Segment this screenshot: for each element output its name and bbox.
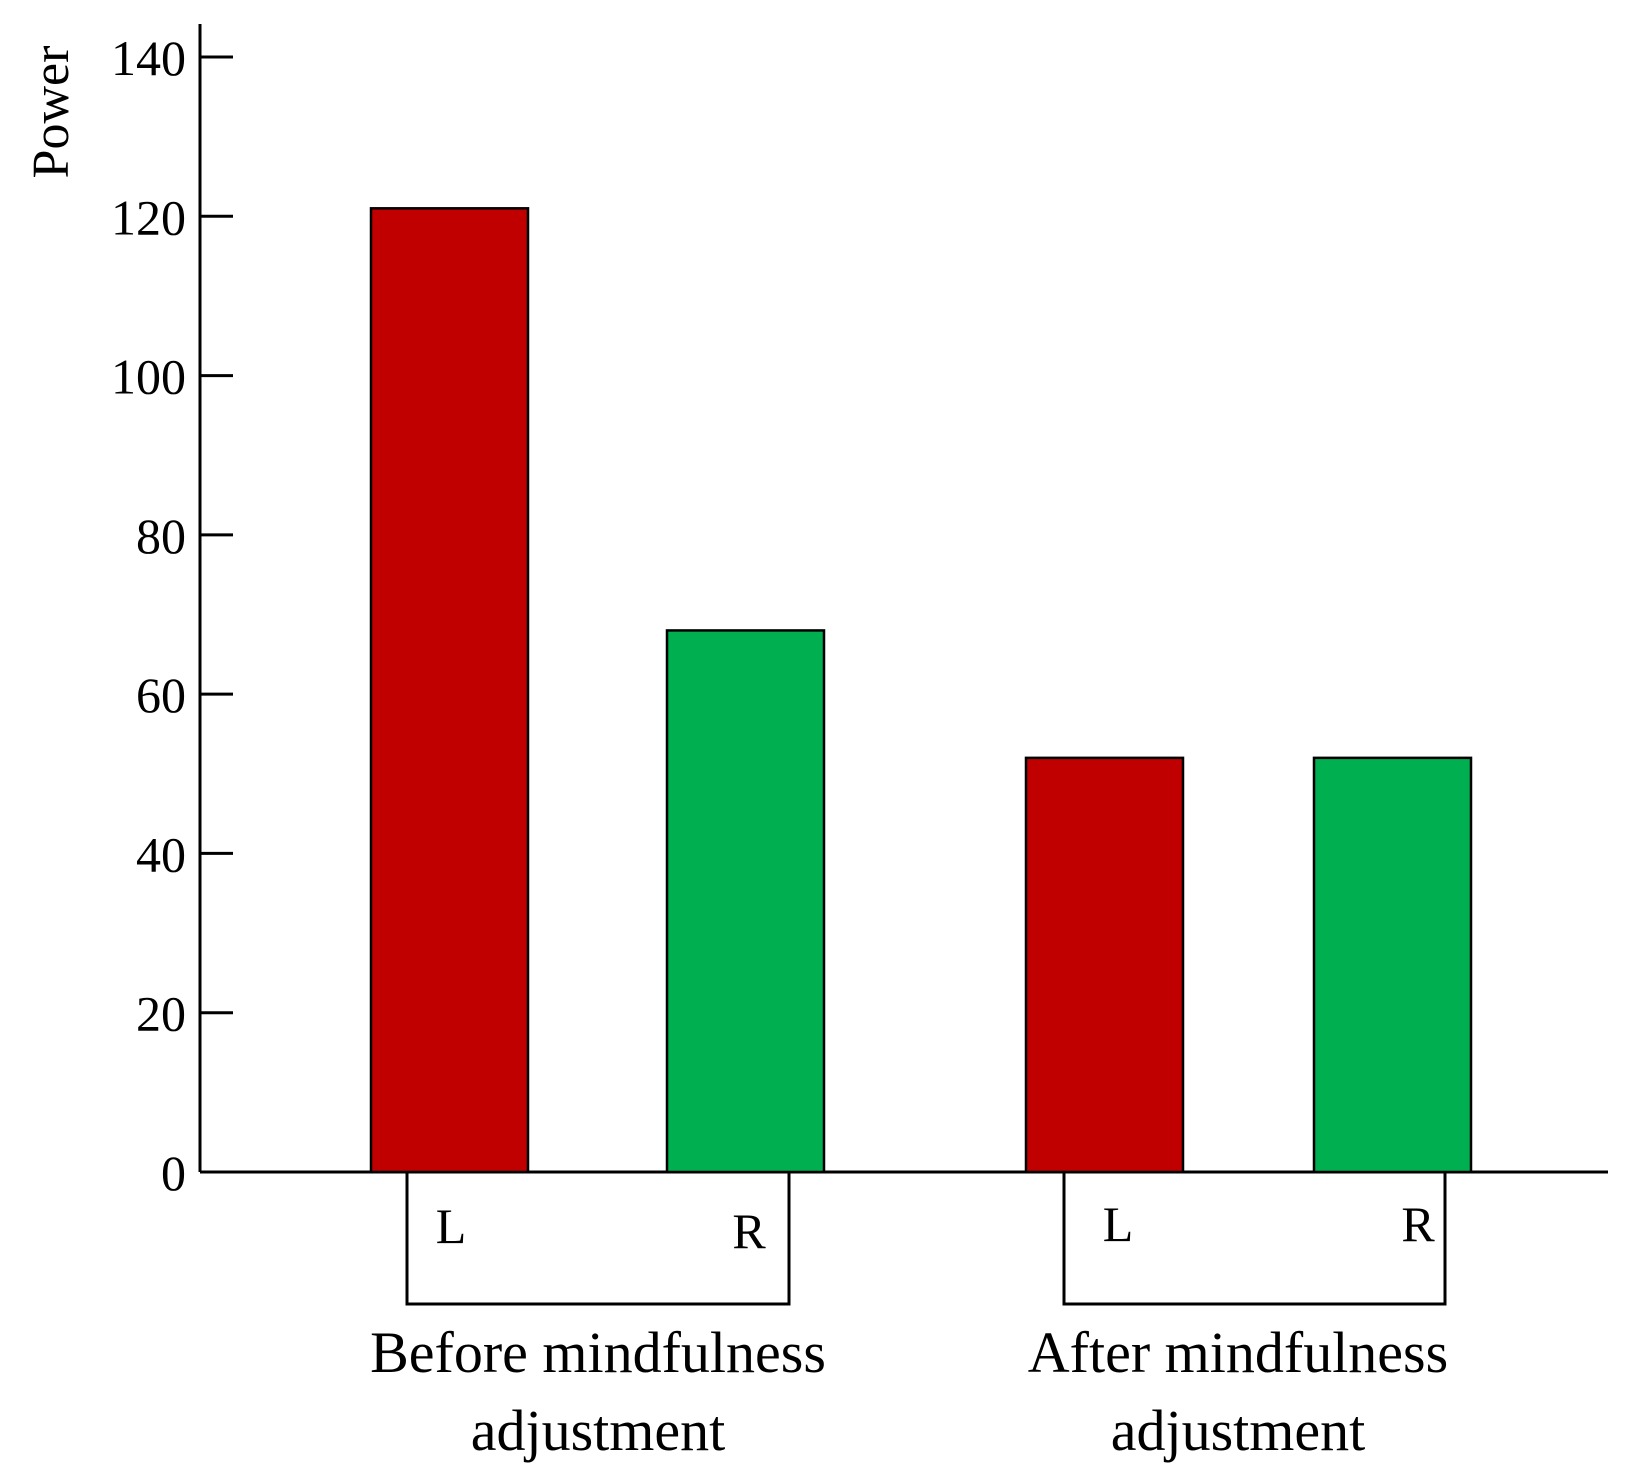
group-label: After mindfulness	[1028, 1320, 1448, 1385]
group-brackets	[405, 1172, 1447, 1306]
bar-after-l	[1024, 756, 1185, 1174]
labels: L R Before mindfulness adjustment L R After mi…	[370, 1196, 1448, 1463]
bars	[369, 207, 1473, 1174]
bar-label: R	[732, 1203, 766, 1259]
y-tick-label: 40	[136, 826, 186, 882]
bar-label: L	[1103, 1196, 1134, 1252]
y-tick-label: 120	[111, 189, 186, 245]
y-tick-label: 60	[136, 667, 186, 723]
bar-label: L	[436, 1198, 467, 1254]
bar-before-l	[369, 207, 530, 1174]
y-tick-label: 0	[161, 1145, 186, 1201]
y-axis-label: Power	[23, 46, 80, 179]
bar-before-r	[665, 629, 826, 1174]
group-bracket	[1062, 1172, 1447, 1306]
y-tick-label: 140	[111, 30, 186, 86]
group-label: Before mindfulness	[370, 1320, 826, 1385]
group-bracket	[405, 1172, 791, 1306]
y-tick-label: 20	[136, 986, 186, 1042]
group-label: adjustment	[1111, 1398, 1366, 1463]
bar-after-r	[1312, 756, 1473, 1174]
y-tick-label: 100	[111, 349, 186, 405]
y-axis: 0 20 40 60 80 100 120 140	[111, 24, 1608, 1201]
y-tick-label: 80	[136, 508, 186, 564]
bar-label: R	[1401, 1196, 1435, 1252]
group-label: adjustment	[471, 1398, 726, 1463]
